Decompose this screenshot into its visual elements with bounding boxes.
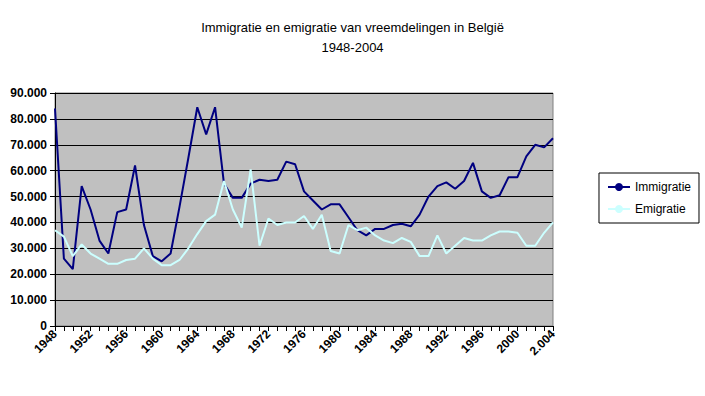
svg-text:60.000: 60.000 bbox=[10, 164, 47, 178]
svg-text:1992: 1992 bbox=[422, 327, 451, 356]
svg-text:0: 0 bbox=[40, 319, 47, 333]
svg-text:30.000: 30.000 bbox=[10, 241, 47, 255]
svg-text:1960: 1960 bbox=[138, 327, 167, 356]
svg-text:1984: 1984 bbox=[351, 327, 380, 356]
svg-text:1952: 1952 bbox=[67, 327, 96, 356]
svg-text:1956: 1956 bbox=[102, 327, 131, 356]
svg-text:2.004: 2.004 bbox=[527, 327, 558, 358]
svg-text:Immigratie en emigratie van vr: Immigratie en emigratie van vreemdelinge… bbox=[201, 20, 504, 35]
svg-text:70.000: 70.000 bbox=[10, 138, 47, 152]
svg-text:1996: 1996 bbox=[458, 327, 487, 356]
svg-text:1948: 1948 bbox=[31, 327, 60, 356]
svg-text:1964: 1964 bbox=[173, 327, 202, 356]
svg-text:20.000: 20.000 bbox=[10, 267, 47, 281]
svg-text:80.000: 80.000 bbox=[10, 112, 47, 126]
svg-text:1976: 1976 bbox=[280, 327, 309, 356]
svg-text:1968: 1968 bbox=[209, 327, 238, 356]
svg-text:50.000: 50.000 bbox=[10, 190, 47, 204]
svg-text:1988: 1988 bbox=[387, 327, 416, 356]
svg-text:Immigratie: Immigratie bbox=[635, 180, 691, 194]
svg-text:90.000: 90.000 bbox=[10, 86, 47, 100]
svg-text:10.000: 10.000 bbox=[10, 293, 47, 307]
svg-text:1972: 1972 bbox=[245, 327, 274, 356]
svg-text:1948-2004: 1948-2004 bbox=[321, 40, 383, 55]
svg-text:40.000: 40.000 bbox=[10, 215, 47, 229]
svg-text:1980: 1980 bbox=[316, 327, 345, 356]
svg-text:2000: 2000 bbox=[494, 327, 523, 356]
svg-text:Emigratie: Emigratie bbox=[635, 202, 686, 216]
